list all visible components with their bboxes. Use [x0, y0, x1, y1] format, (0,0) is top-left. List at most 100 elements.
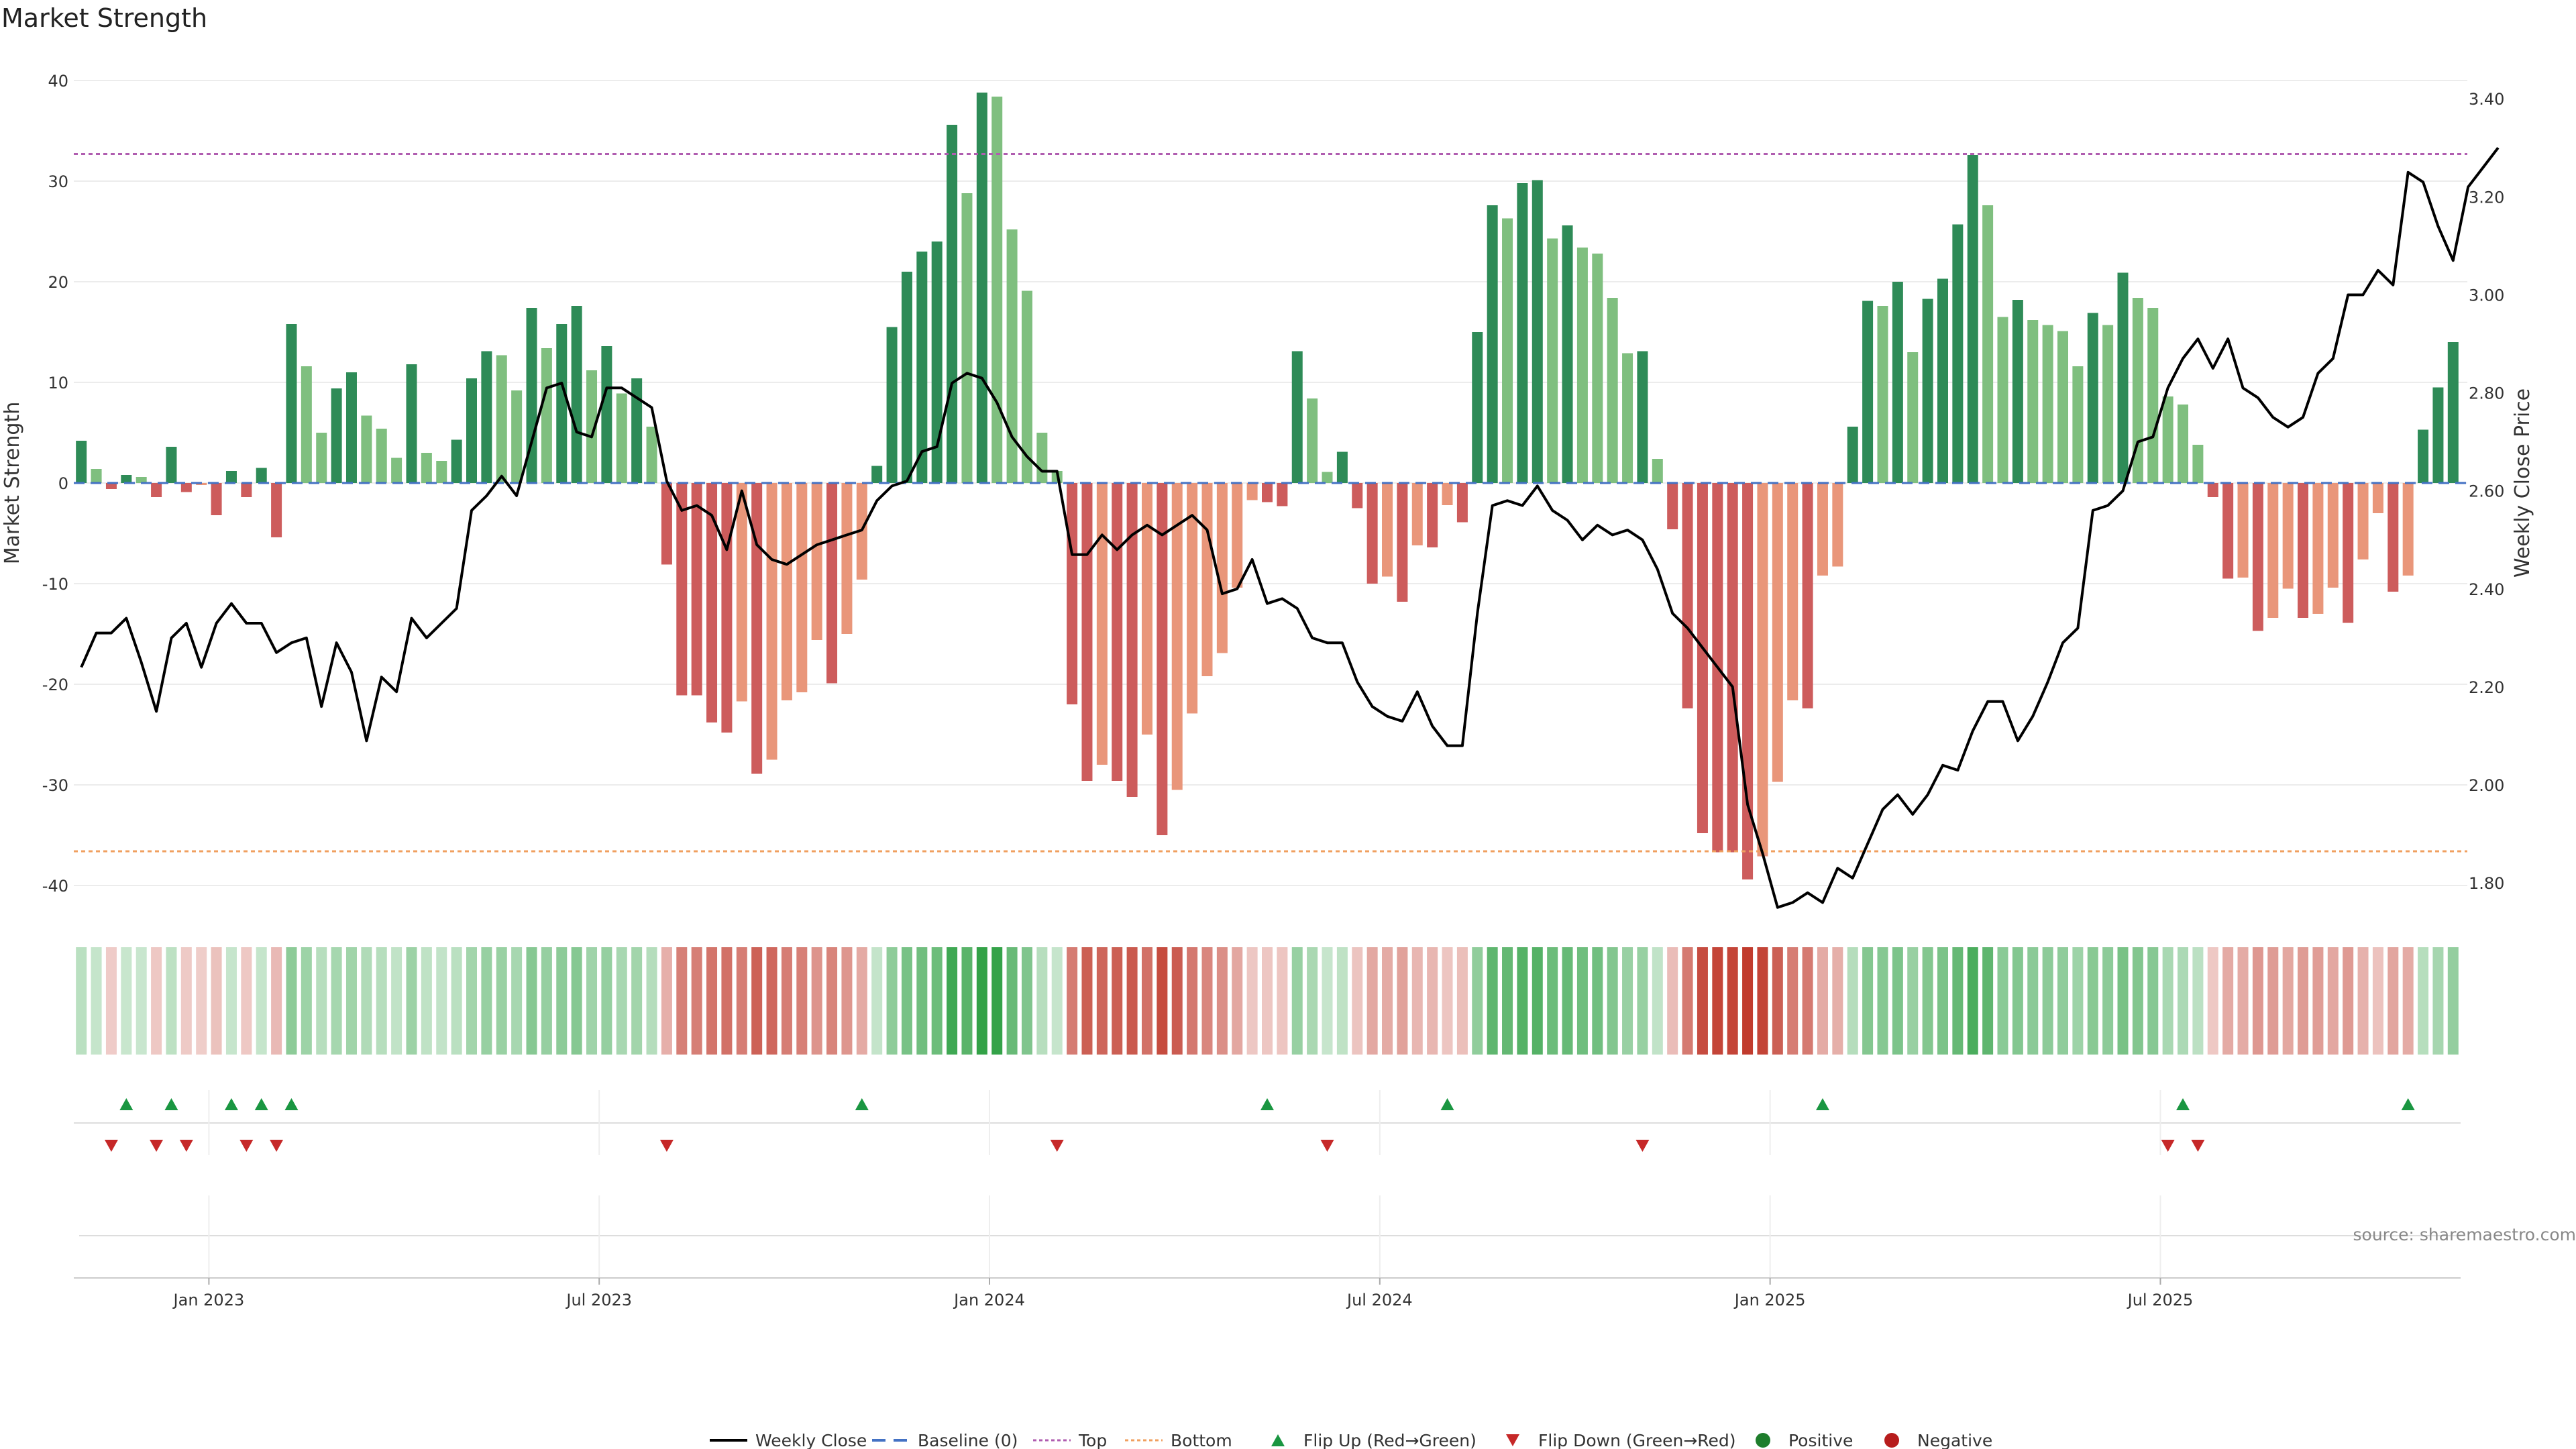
- strength-bar: [1952, 224, 1964, 483]
- strength-bar: [256, 468, 267, 483]
- strength-bar: [241, 483, 252, 497]
- strength-bar: [916, 252, 928, 483]
- strength-bar: [781, 483, 792, 700]
- strength-bar: [2343, 483, 2354, 623]
- heat-cell: [1307, 947, 1318, 1055]
- heat-cell: [1562, 947, 1573, 1055]
- heat-cell: [856, 947, 867, 1055]
- heat-cell: [1067, 947, 1078, 1055]
- flip-up-marker: [224, 1098, 238, 1110]
- heat-cell: [1592, 947, 1603, 1055]
- strength-bar: [1397, 483, 1408, 602]
- strength-bar: [1997, 317, 2008, 483]
- strength-bar: [976, 93, 987, 483]
- strength-bar: [361, 415, 372, 483]
- heat-cell: [691, 947, 702, 1055]
- heat-cell: [1487, 947, 1498, 1055]
- heat-cell: [2432, 947, 2444, 1055]
- left-axis-title: Market Strength: [1, 402, 24, 564]
- right-tick-label: 2.60: [2469, 482, 2504, 501]
- heat-cell: [1456, 947, 1468, 1055]
- strength-bar: [391, 458, 402, 483]
- flip-down-marker: [1050, 1140, 1064, 1152]
- heat-cell: [1112, 947, 1123, 1055]
- heat-cell: [811, 947, 822, 1055]
- flip-down-marker: [270, 1140, 284, 1152]
- heat-cell: [976, 947, 987, 1055]
- x-axis-ticks: Jan 2023 Jul 2023 Jan 2024 Jul 2024 Jan 2025…: [172, 1278, 2193, 1309]
- strength-bar: [1967, 155, 1978, 483]
- strength-bar: [616, 393, 627, 483]
- strength-bar: [1697, 483, 1708, 833]
- strength-bar: [1322, 472, 1333, 483]
- strength-bar: [2072, 366, 2084, 483]
- strength-bar: [1262, 483, 1273, 502]
- strength-bar: [406, 364, 417, 483]
- heat-cell: [991, 947, 1003, 1055]
- strength-bar: [286, 324, 297, 483]
- heat-cell: [1157, 947, 1168, 1055]
- heat-cell: [1232, 947, 1243, 1055]
- strength-bar: [1427, 483, 1438, 547]
- strength-bar: [1141, 483, 1152, 735]
- strength-bar: [1006, 229, 1018, 483]
- heat-cell: [1817, 947, 1828, 1055]
- strength-bar: [901, 272, 912, 483]
- strength-bar: [736, 483, 747, 702]
- strength-bar: [1366, 483, 1378, 584]
- flip-up-marker: [254, 1098, 268, 1110]
- strength-bar: [1187, 483, 1198, 714]
- heat-cell: [436, 947, 447, 1055]
- heat-cell: [301, 947, 312, 1055]
- strength-bar: [421, 453, 432, 483]
- heat-cell: [2298, 947, 2309, 1055]
- heat-cell: [586, 947, 598, 1055]
- x-tick-label: Jan 2023: [172, 1291, 245, 1309]
- heat-cell: [391, 947, 402, 1055]
- heat-cell: [121, 947, 132, 1055]
- right-tick-label: 3.40: [2469, 90, 2504, 109]
- heat-cell: [1802, 947, 1813, 1055]
- strength-bar: [1157, 483, 1168, 835]
- strength-bar: [211, 483, 222, 515]
- heat-cell: [556, 947, 568, 1055]
- strength-bar: [571, 306, 582, 483]
- strength-bar: [2087, 313, 2098, 483]
- strength-bar: [2102, 325, 2114, 483]
- strength-bar: [2402, 483, 2414, 576]
- heat-cell: [2222, 947, 2234, 1055]
- heat-cell: [2117, 947, 2129, 1055]
- legend-label: Bottom: [1171, 1431, 1232, 1449]
- strength-bar: [826, 483, 838, 684]
- strength-bar: [2252, 483, 2263, 631]
- strength-bar: [1021, 290, 1032, 483]
- strength-bar: [1877, 306, 1888, 483]
- x-tick-label: Jan 2024: [953, 1291, 1025, 1309]
- strength-bar: [1772, 483, 1783, 782]
- flip-up-marker: [2401, 1098, 2415, 1110]
- strength-bar: [947, 125, 958, 483]
- strength-bar: [1456, 483, 1468, 523]
- strength-bar: [2418, 429, 2429, 483]
- heat-cell: [2147, 947, 2159, 1055]
- heat-cell: [2402, 947, 2414, 1055]
- flip-up-marker: [1815, 1098, 1829, 1110]
- strength-bar: [225, 471, 237, 483]
- x-tick-label: Jul 2023: [565, 1291, 632, 1309]
- legend-swatch-dot: [1884, 1433, 1899, 1448]
- heat-cell: [1336, 947, 1348, 1055]
- heat-cell: [2237, 947, 2249, 1055]
- flip-down-marker: [104, 1140, 118, 1152]
- strength-bar: [345, 372, 357, 483]
- heat-cell: [1472, 947, 1483, 1055]
- strength-bar: [2117, 272, 2129, 483]
- strength-bar: [496, 355, 507, 483]
- strength-bar: [331, 388, 342, 483]
- strength-bar: [1291, 351, 1303, 483]
- heat-cell: [1742, 947, 1754, 1055]
- heat-cell: [526, 947, 537, 1055]
- strength-bar: [961, 193, 973, 483]
- heat-cell: [1697, 947, 1708, 1055]
- strength-bar: [511, 390, 523, 483]
